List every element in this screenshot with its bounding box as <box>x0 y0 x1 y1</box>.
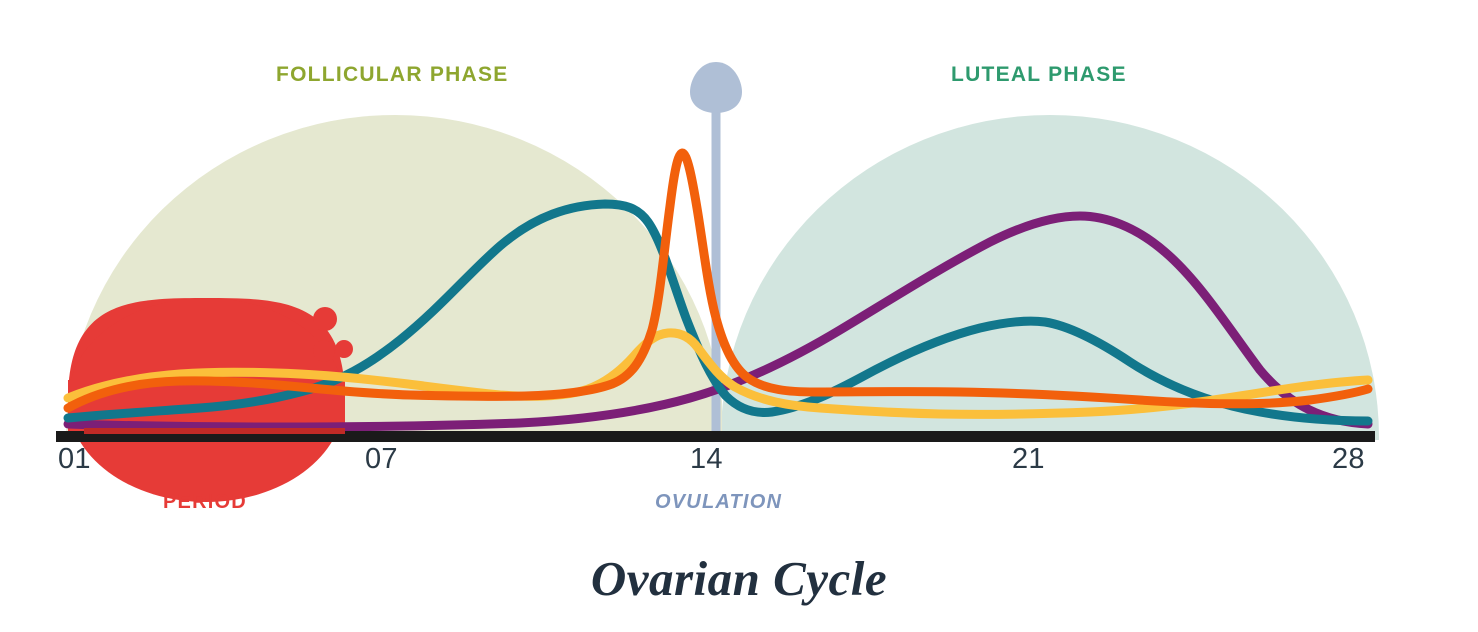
curve-progesterone <box>63 211 1373 432</box>
axis-tick-01: 01 <box>58 443 91 475</box>
period-region <box>68 298 345 502</box>
period-dot-large <box>313 307 337 331</box>
axis-tick-14: 14 <box>690 443 723 475</box>
axis-tick-07: 07 <box>365 443 398 475</box>
x-axis-line <box>56 431 1375 442</box>
ovulation-label: OVULATION <box>655 491 783 513</box>
curve-fsh <box>63 328 1373 419</box>
egg-icon <box>690 62 742 113</box>
period-dots <box>313 307 353 362</box>
curve-lh <box>63 148 1373 413</box>
luteal-phase-region <box>722 115 1379 440</box>
period-dot-small <box>335 340 353 358</box>
axis-tick-21: 21 <box>1012 443 1045 475</box>
period-dot-medium <box>313 340 335 362</box>
period-label: PERIOD <box>163 491 247 513</box>
chart-title: Ovarian Cycle <box>590 551 888 606</box>
luteal-phase-label: LUTEAL PHASE <box>951 63 1127 86</box>
x-axis-period-segment <box>84 428 345 434</box>
axis-tick-28: 28 <box>1332 443 1365 475</box>
follicular-phase-label: FOLLICULAR PHASE <box>276 63 509 86</box>
